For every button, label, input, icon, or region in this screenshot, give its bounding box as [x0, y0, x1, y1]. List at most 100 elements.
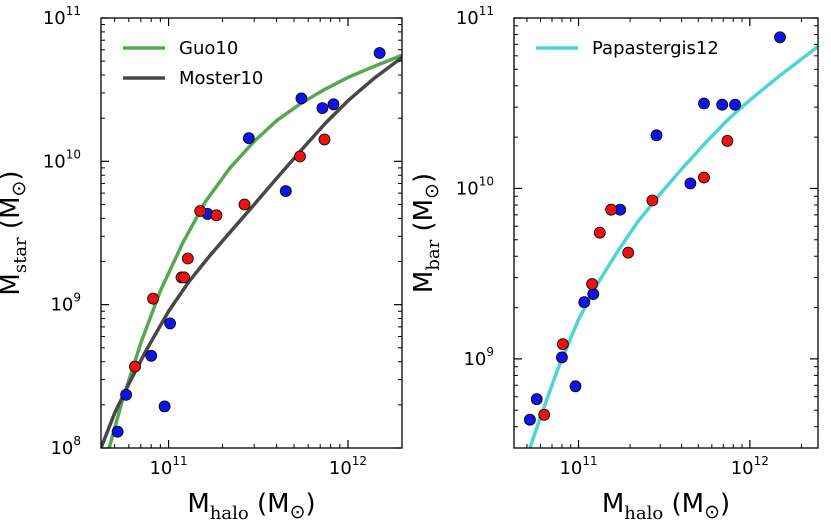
- axis-label-sun-symbol: ⊙: [421, 183, 443, 199]
- tick-base: 10: [456, 178, 479, 199]
- data-point-red-points: [318, 133, 331, 146]
- data-point-blue-points: [729, 98, 741, 111]
- x-axis-label: Mhalo (M⊙): [187, 489, 315, 524]
- y-axis-label: Mbar (M⊙): [409, 173, 444, 293]
- legend: Papastergis12: [536, 38, 719, 59]
- data-point-red-points: [294, 150, 306, 163]
- tick-base: 10: [50, 295, 73, 316]
- y-tick-label: 109: [50, 291, 81, 316]
- axis-label-main: M: [602, 489, 624, 519]
- data-point-red-points: [698, 171, 710, 184]
- axis-label-subscript: halo: [210, 503, 249, 524]
- tick-exponent: 12: [352, 454, 367, 468]
- axis-label-sun-symbol: ⊙: [8, 181, 30, 197]
- legend: Guo10 Moster10: [123, 38, 263, 89]
- tick-base: 10: [149, 458, 172, 479]
- y-tick-label: 108: [50, 434, 81, 459]
- axis-label-main: M: [0, 273, 26, 295]
- y-tick-label: 109: [463, 345, 494, 370]
- data-point-blue-points: [587, 288, 600, 301]
- tick-exponent: 12: [754, 454, 769, 468]
- axis-label-subscript: halo: [624, 503, 663, 524]
- data-point-blue-points: [316, 102, 329, 114]
- tick-exponent: 10: [479, 174, 494, 188]
- plot-frame: [513, 17, 819, 449]
- axis-label-unit-close: ): [0, 170, 26, 180]
- data-point-red-points: [593, 226, 606, 239]
- data-point-blue-points: [650, 129, 663, 142]
- data-point-blue-points: [698, 97, 710, 110]
- data-point-red-points: [605, 203, 617, 216]
- data-point-blue-points: [373, 47, 386, 59]
- axis-label-sun-symbol: ⊙: [290, 501, 306, 523]
- x-axis-label: Mhalo (M⊙): [602, 489, 730, 524]
- plot-frame: [100, 17, 403, 449]
- tick-exponent: 9: [486, 345, 494, 359]
- data-point-red-points: [210, 209, 223, 222]
- data-point-red-points: [181, 252, 194, 265]
- plot-area: [524, 31, 818, 448]
- line-moster10: [101, 55, 402, 448]
- data-point-red-points: [538, 408, 551, 421]
- tick-exponent: 9: [73, 291, 81, 305]
- tick-base: 10: [559, 458, 582, 479]
- tick-exponent: 10: [66, 147, 81, 161]
- tick-exponent: 11: [582, 454, 597, 468]
- plot-area: [101, 47, 402, 448]
- axis-label-unit-close: ): [720, 489, 730, 519]
- tick-base: 10: [43, 151, 66, 172]
- tick-base: 10: [50, 438, 73, 459]
- data-point-blue-points: [164, 317, 177, 330]
- tick-base: 10: [456, 8, 479, 29]
- data-point-red-points: [147, 292, 160, 305]
- axis-label-subscript: bar: [423, 239, 444, 270]
- x-tick-label: 1012: [329, 454, 367, 479]
- data-point-blue-points: [145, 349, 158, 362]
- data-point-red-points: [129, 360, 141, 373]
- axis-label-unit: (M: [0, 196, 26, 237]
- data-point-blue-points: [120, 388, 132, 401]
- axis-label-subscript: star: [10, 237, 31, 273]
- data-point-blue-points: [556, 351, 568, 364]
- data-point-blue-points: [295, 92, 308, 105]
- tick-exponent: 11: [172, 454, 187, 468]
- data-point-blue-points: [111, 425, 124, 438]
- axis-label-unit: (M: [663, 489, 704, 519]
- y-tick-label: 1011: [43, 4, 81, 29]
- data-point-blue-points: [684, 177, 697, 190]
- tick-exponent: 8: [73, 434, 81, 448]
- data-point-blue-points: [716, 98, 729, 111]
- data-point-blue-points: [242, 132, 255, 145]
- data-point-red-points: [721, 134, 734, 147]
- data-point-blue-points: [327, 98, 340, 111]
- legend-label-moster10: Moster10: [179, 68, 263, 89]
- data-point-red-points: [178, 271, 191, 284]
- y-tick-label: 1011: [456, 4, 494, 29]
- tick-base: 10: [731, 458, 754, 479]
- data-point-red-points: [646, 194, 659, 207]
- tick-exponent: 11: [66, 4, 81, 18]
- data-point-blue-points: [279, 185, 292, 198]
- legend-label-papastergis12: Papastergis12: [592, 38, 719, 59]
- axis-label-main: M: [187, 489, 209, 519]
- y-tick-label: 1010: [456, 174, 494, 199]
- data-point-red-points: [557, 338, 569, 351]
- data-point-blue-points: [530, 393, 543, 406]
- data-point-blue-points: [158, 400, 171, 413]
- y-axis-label: Mstar (M⊙): [0, 170, 31, 295]
- axis-label-sun-symbol: ⊙: [704, 501, 720, 523]
- tick-base: 10: [329, 458, 352, 479]
- data-point-red-points: [586, 278, 598, 290]
- legend-label-guo10: Guo10: [179, 38, 238, 59]
- data-point-blue-points: [569, 380, 582, 393]
- tick-base: 10: [43, 8, 66, 29]
- data-point-blue-points: [578, 296, 591, 309]
- line-guo10: [107, 53, 402, 448]
- data-point-blue-points: [774, 31, 786, 44]
- axis-label-main: M: [409, 271, 439, 293]
- tick-base: 10: [463, 349, 486, 370]
- data-point-red-points: [238, 198, 251, 211]
